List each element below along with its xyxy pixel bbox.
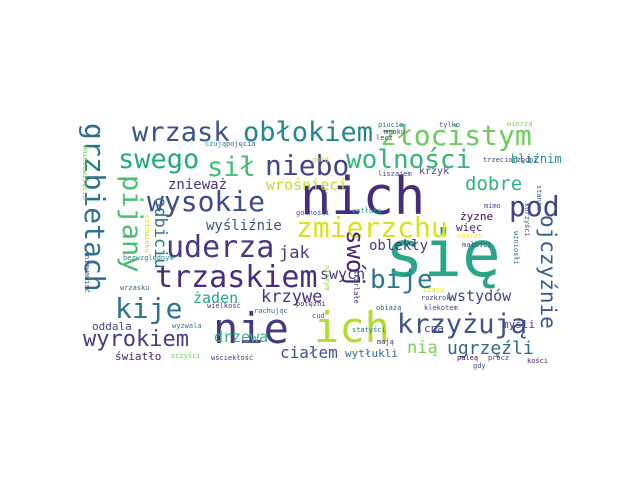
word: człowieku: [143, 215, 151, 253]
word: nią: [407, 338, 438, 358]
word: nie: [213, 304, 289, 353]
word: bliźnim: [511, 152, 562, 166]
word: krzyk: [419, 166, 450, 177]
word: gołd: [312, 156, 329, 164]
word: kości: [527, 357, 549, 365]
word: skarlałe: [352, 270, 360, 304]
word: się: [385, 218, 501, 292]
word: wzniosłi: [512, 231, 520, 265]
word: oblekły: [369, 238, 429, 254]
word: rozkrok: [421, 294, 451, 302]
word: ciałem: [280, 343, 338, 362]
word: wrośnięci: [266, 176, 348, 194]
word: ugrzęźli: [447, 338, 534, 359]
word: wyzwala: [172, 322, 202, 330]
word: cud: [312, 312, 325, 320]
word: obłokiem: [243, 117, 374, 148]
word: oczyści: [171, 352, 201, 360]
word: dobre: [465, 173, 523, 195]
word: czują: [205, 140, 227, 148]
word: wolności: [346, 145, 472, 175]
word: krzywe: [261, 287, 323, 307]
word: prócz: [488, 354, 510, 362]
word: myśli: [502, 318, 536, 331]
word: wierzą: [507, 120, 533, 128]
word: swego: [118, 144, 200, 175]
word: klekotem: [424, 304, 458, 312]
word: żaden: [193, 289, 239, 307]
word: pod: [509, 190, 560, 223]
word: grzbietach: [78, 123, 111, 292]
word: wrzask: [132, 117, 230, 148]
word: mroku: [384, 128, 406, 136]
word: wściekłość: [211, 354, 254, 362]
word: uderza: [166, 230, 275, 265]
word: żyzne: [460, 210, 494, 223]
word: ojczyźnie: [536, 215, 560, 329]
word: swych: [320, 265, 366, 283]
word: swój: [341, 230, 369, 288]
word: wyrokiem: [83, 327, 189, 352]
word: trzeciorzędni: [483, 156, 538, 164]
word: zmierzchu: [296, 211, 448, 244]
word: gdy: [473, 362, 486, 370]
word: jak: [279, 243, 310, 263]
word: paleą: [457, 354, 479, 362]
word: statyści: [352, 326, 386, 334]
word: korzyści: [523, 203, 531, 237]
word: kije: [115, 292, 183, 325]
word: trzaskiem: [155, 260, 318, 295]
word-cloud: się nich ich nie wrzask obłokiem złocist…: [78, 105, 562, 375]
word: wysokie: [147, 185, 266, 218]
word: zatłuką: [352, 207, 382, 215]
word: oddala: [92, 320, 132, 333]
word: smarze: [457, 232, 483, 240]
word: wstydów: [448, 287, 512, 305]
word: pojęcia: [226, 140, 256, 148]
word: odbiciu: [150, 197, 170, 269]
word: światło: [115, 350, 162, 363]
word: sił: [207, 152, 256, 183]
word: wrzasku: [120, 284, 150, 292]
word: wyśliźnie: [206, 218, 282, 234]
word: stania: [535, 185, 543, 211]
word: krzyżują: [397, 309, 528, 340]
word: piucia: [378, 121, 404, 129]
word: niebo: [265, 149, 350, 182]
word: bije: [370, 265, 433, 295]
word: mają: [377, 338, 394, 346]
word: pijany: [116, 175, 147, 273]
word: liszajem: [378, 170, 412, 178]
word: obiażą: [376, 304, 402, 312]
word: znieważ: [168, 177, 228, 193]
word: więc: [456, 221, 483, 234]
word: drzewa: [214, 328, 269, 346]
word: cna: [424, 322, 444, 335]
word: ich: [314, 303, 390, 352]
word: wielkość: [207, 302, 241, 310]
word: wytłukli: [345, 347, 398, 360]
word: lecz: [376, 134, 393, 142]
word: nich: [300, 167, 426, 227]
word: małości: [462, 241, 492, 249]
word: bezwzględnym: [123, 254, 174, 262]
word: potężni: [296, 300, 326, 308]
word: złocistym: [380, 119, 532, 152]
word: czasu: [423, 286, 445, 294]
word: niczym: [323, 265, 331, 291]
word: rachując: [254, 307, 288, 315]
word: godności: [296, 209, 330, 217]
word: niewawiść: [83, 255, 91, 293]
word: mimo: [484, 202, 501, 210]
word: tylko: [439, 121, 461, 129]
word: wniebowzięcia: [81, 145, 89, 200]
